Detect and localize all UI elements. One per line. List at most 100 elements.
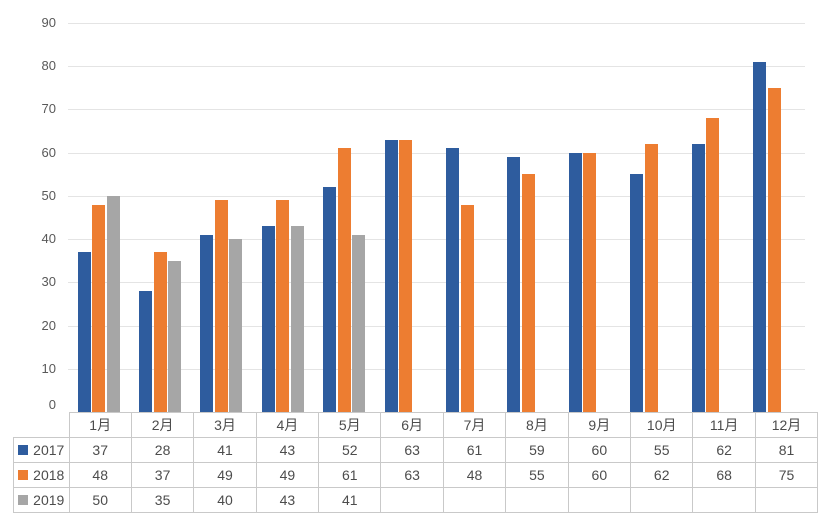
bar-2018-3月 — [214, 200, 228, 412]
bar-group-11月 — [682, 23, 743, 412]
y-tick-label-40: 40 — [41, 231, 56, 247]
bar-group-9月 — [559, 23, 620, 412]
month-header-4月: 4月 — [255, 412, 320, 438]
value-cell-2017-7月: 61 — [442, 437, 507, 463]
bar-2018-10月 — [644, 144, 658, 412]
value-cell-2017-9月: 60 — [567, 437, 632, 463]
bar-2018-11月 — [706, 118, 720, 412]
month-header-5月: 5月 — [318, 412, 382, 438]
value-cell-2017-3月: 41 — [193, 437, 257, 463]
bar-2017-12月 — [753, 61, 767, 412]
y-tick-label-60: 60 — [41, 144, 56, 160]
legend-swatch-2019 — [18, 495, 29, 505]
bar-2018-12月 — [767, 87, 781, 412]
y-tick-label-90: 90 — [41, 15, 56, 30]
value-cell-2017-11月: 62 — [692, 437, 756, 463]
legend-key-2018: 2018 — [13, 462, 70, 488]
bar-group-7月 — [436, 23, 497, 412]
bar-group-1月 — [68, 23, 129, 412]
bar-2017-11月 — [691, 144, 705, 412]
bar-2018-8月 — [521, 174, 535, 412]
month-header-8月: 8月 — [505, 412, 569, 438]
month-header-1月: 1月 — [68, 412, 132, 438]
value-cell-2018-11月: 68 — [692, 462, 756, 488]
bar-2019-1月 — [106, 195, 120, 412]
value-cell-2018-8月: 55 — [505, 462, 569, 488]
gridline-80 — [68, 66, 805, 68]
value-cell-2017-2月: 28 — [130, 437, 195, 463]
value-cell-2018-3月: 49 — [193, 462, 257, 488]
month-header-12月: 12月 — [754, 412, 819, 438]
bar-2018-9月 — [583, 152, 597, 412]
legend-label-2019: 2019 — [33, 492, 65, 508]
bar-2019-2月 — [168, 260, 182, 412]
gridline-30 — [68, 282, 805, 284]
bar-2017-6月 — [384, 139, 398, 412]
y-tick-label-30: 30 — [41, 274, 56, 290]
gridline-70 — [68, 109, 805, 111]
value-cell-2019-11月 — [692, 487, 756, 513]
month-header-11月: 11月 — [692, 412, 756, 438]
data-table: 1月 2月 3月 4月 5月 6月 7月 8月 9月 10月 11月 12月 2017 37 28 41 43 5… — [13, 412, 819, 513]
bar-2018-5月 — [337, 148, 351, 412]
month-header-6月: 6月 — [380, 412, 444, 438]
y-tick-label-50: 50 — [41, 187, 56, 203]
value-cell-2017-12月: 81 — [754, 437, 819, 463]
y-tick-label-10: 10 — [41, 360, 56, 376]
value-cell-2018-10月: 62 — [630, 462, 694, 488]
value-cell-2018-7月: 48 — [442, 462, 507, 488]
bar-group-2月 — [129, 23, 190, 412]
value-cell-2017-8月: 59 — [505, 437, 569, 463]
value-cell-2019-12月 — [754, 487, 819, 513]
value-cell-2018-9月: 60 — [567, 462, 632, 488]
month-header-10月: 10月 — [630, 412, 694, 438]
value-cell-2018-1月: 48 — [68, 462, 132, 488]
month-header-3月: 3月 — [193, 412, 257, 438]
table-row-2018: 2018 48 37 49 49 61 63 48 55 60 62 68 75 — [13, 462, 819, 488]
value-cell-2018-4月: 49 — [255, 462, 320, 488]
bar-2018-6月 — [399, 139, 413, 412]
table-row-2019: 2019 50 35 40 43 41 — [13, 487, 819, 513]
table-row-2017: 2017 37 28 41 43 52 63 61 59 60 55 62 81 — [13, 437, 819, 463]
value-cell-2017-6月: 63 — [380, 437, 444, 463]
gridline-90 — [68, 23, 805, 24]
value-cell-2018-12月: 75 — [754, 462, 819, 488]
bar-group-6月 — [375, 23, 436, 412]
legend-swatch-2017 — [18, 445, 29, 455]
bar-2017-1月 — [77, 252, 91, 412]
value-cell-2019-10月 — [630, 487, 694, 513]
y-tick-label-0: 0 — [48, 397, 56, 412]
bar-2017-10月 — [630, 174, 644, 412]
value-cell-2019-2月: 35 — [130, 487, 195, 513]
y-tick-label-70: 70 — [41, 101, 56, 117]
legend-label-2018: 2018 — [33, 467, 65, 483]
value-cell-2019-1月: 50 — [68, 487, 132, 513]
plot-area — [68, 23, 805, 412]
bar-2017-9月 — [568, 152, 582, 412]
gridline-40 — [68, 239, 805, 241]
value-cell-2017-1月: 37 — [68, 437, 132, 463]
bar-2017-2月 — [139, 290, 153, 412]
value-cell-2019-7月 — [442, 487, 507, 513]
gridline-50 — [68, 195, 805, 197]
table-header-row: 1月 2月 3月 4月 5月 6月 7月 8月 9月 10月 11月 12月 — [13, 412, 819, 438]
value-cell-2017-5月: 52 — [318, 437, 382, 463]
bar-2018-2月 — [153, 252, 167, 412]
table-corner-cell — [13, 412, 69, 438]
bar-2017-3月 — [200, 234, 214, 412]
value-cell-2019-4月: 43 — [255, 487, 320, 513]
value-cell-2017-10月: 55 — [630, 437, 694, 463]
bar-2019-5月 — [352, 234, 366, 412]
value-cell-2018-2月: 37 — [130, 462, 195, 488]
bar-2017-4月 — [261, 226, 275, 412]
month-header-7月: 7月 — [442, 412, 507, 438]
bar-group-8月 — [498, 23, 559, 412]
value-cell-2019-6月 — [380, 487, 444, 513]
value-cell-2018-5月: 61 — [318, 462, 382, 488]
value-cell-2019-9月 — [567, 487, 632, 513]
gridline-60 — [68, 152, 805, 154]
month-header-2月: 2月 — [130, 412, 195, 438]
y-tick-label-20: 20 — [41, 317, 56, 333]
bar-2018-7月 — [460, 204, 474, 412]
